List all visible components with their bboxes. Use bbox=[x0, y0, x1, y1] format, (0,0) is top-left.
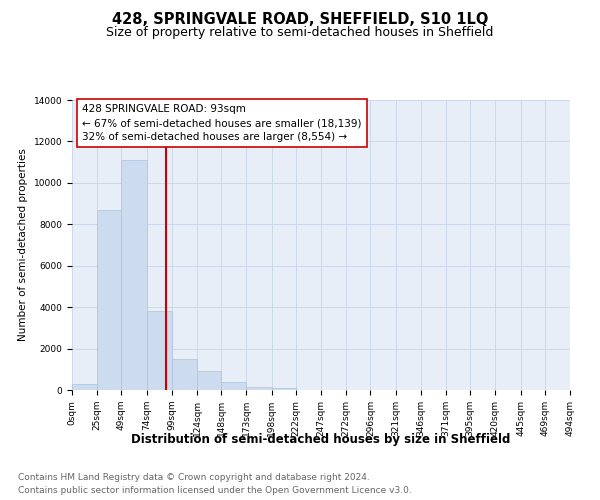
Bar bbox=[121, 160, 146, 390]
Bar bbox=[272, 388, 296, 390]
Bar bbox=[146, 312, 172, 390]
Text: Size of property relative to semi-detached houses in Sheffield: Size of property relative to semi-detach… bbox=[106, 26, 494, 39]
Text: 428, SPRINGVALE ROAD, SHEFFIELD, S10 1LQ: 428, SPRINGVALE ROAD, SHEFFIELD, S10 1LQ bbox=[112, 12, 488, 28]
Text: Contains HM Land Registry data © Crown copyright and database right 2024.: Contains HM Land Registry data © Crown c… bbox=[18, 472, 370, 482]
Bar bbox=[97, 210, 121, 390]
Text: Distribution of semi-detached houses by size in Sheffield: Distribution of semi-detached houses by … bbox=[131, 432, 511, 446]
Bar bbox=[197, 372, 221, 390]
Bar bbox=[221, 382, 247, 390]
Text: Contains public sector information licensed under the Open Government Licence v3: Contains public sector information licen… bbox=[18, 486, 412, 495]
Bar bbox=[247, 387, 272, 390]
Bar bbox=[72, 384, 97, 390]
Text: 428 SPRINGVALE ROAD: 93sqm
← 67% of semi-detached houses are smaller (18,139)
32: 428 SPRINGVALE ROAD: 93sqm ← 67% of semi… bbox=[82, 104, 362, 142]
Y-axis label: Number of semi-detached properties: Number of semi-detached properties bbox=[18, 148, 28, 342]
Bar bbox=[172, 359, 197, 390]
